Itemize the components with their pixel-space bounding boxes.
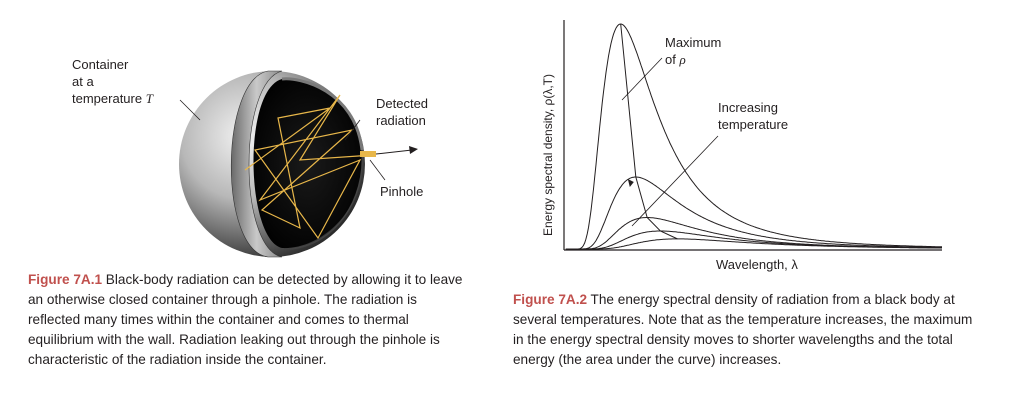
locus-arrowhead (627, 179, 634, 187)
figure-7a1-caption: Figure 7A.1 Black-body radiation can be … (28, 272, 463, 367)
leader-container (179, 99, 201, 121)
radiation-rays (244, 94, 374, 240)
blackbody-container-illustration (179, 70, 418, 258)
label-increasing-temperature: Increasing temperature (718, 100, 789, 132)
y-axis-label: Energy spectral density, ρ(λ,T) (541, 74, 555, 236)
x-axis-label: Wavelength, λ (716, 257, 798, 272)
leader-detected (344, 119, 361, 141)
label-pinhole: Pinhole (380, 184, 424, 199)
energy-density-chart (563, 20, 942, 251)
caption-id: Figure 7A.1 (28, 272, 103, 287)
spectral-curve-5 (565, 238, 942, 250)
figure-7a1: Container at a temperature T Detected ra… (0, 0, 500, 415)
spectral-curve-2 (565, 176, 942, 250)
leader-pinhole (369, 159, 386, 181)
spectral-curve-1 (565, 23, 942, 250)
label-maximum-of-rho: Maximum of ρ (665, 35, 722, 67)
leader-maximum (621, 57, 663, 101)
container-cavity (253, 78, 363, 249)
detected-radiation-arrow (375, 149, 413, 155)
label-container: Container at a temperature T (72, 57, 153, 106)
label-detected-radiation: Detected radiation (376, 96, 429, 128)
figure-7a2-caption: Figure 7A.2 The energy spectral density … (513, 292, 973, 367)
pinhole (360, 151, 376, 157)
spectral-curve-3 (565, 217, 942, 250)
maximum-locus (620, 23, 678, 240)
caption-id: Figure 7A.2 (513, 292, 588, 307)
figure-7a2: Energy spectral density, ρ(λ,T) Waveleng… (510, 0, 1015, 415)
leader-increasing-temperature (631, 135, 719, 227)
